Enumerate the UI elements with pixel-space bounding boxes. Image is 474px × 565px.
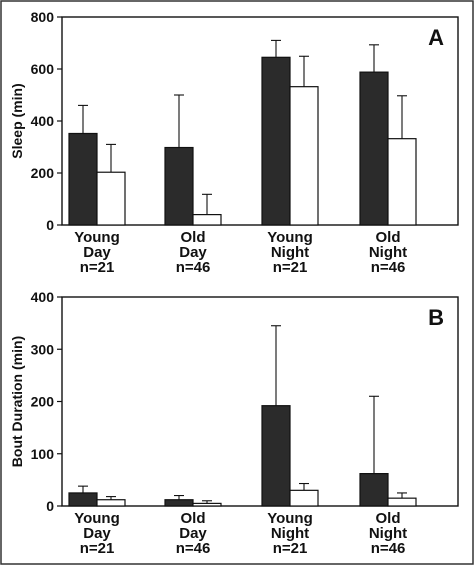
panel-A-category-label: n=46 (371, 259, 406, 276)
panel-B-bar (68, 492, 98, 507)
panel-B-y-tick-label: 200 (31, 394, 55, 410)
panel-A-bar (289, 86, 319, 226)
panel-A-category-label: Old (181, 229, 206, 246)
panel-A-category-label: Day (83, 244, 111, 261)
panel-B-category-label: Young (74, 510, 120, 527)
panel-A-category-label: n=21 (80, 259, 115, 276)
panel-B-category-label: Old (376, 510, 401, 527)
panel-B-category-label: Night (369, 525, 407, 542)
panel-A-letter: A (428, 25, 444, 50)
panel-A-bar (96, 171, 126, 226)
panel-B-category-label: Night (271, 525, 309, 542)
panel-B-letter: B (428, 305, 444, 330)
panel-B-category-label: Day (83, 525, 111, 542)
panel-A-category-label: n=21 (273, 259, 308, 276)
panel-B-category-label: Old (181, 510, 206, 527)
panel-A-category-label: Young (74, 229, 120, 246)
panel-A-y-tick-label: 200 (31, 165, 55, 181)
panel-A-y-tick-label: 0 (46, 217, 54, 233)
panel-B-y-tick-label: 300 (31, 341, 55, 357)
panel-A-category-label: Night (369, 244, 407, 261)
panel-A-bar (261, 56, 291, 226)
panel-B-y-tick-label: 400 (31, 289, 55, 305)
panel-B-bar (164, 499, 194, 507)
panel-B-plot-frame (61, 296, 459, 507)
panel-B-category-label: Young (267, 510, 313, 527)
panel-B-y-tick-label: 0 (46, 498, 54, 514)
panel-B-bar (96, 499, 126, 507)
panel-B-category-label: n=21 (80, 540, 115, 557)
panel-A-category-label: n=46 (176, 259, 211, 276)
panel-A-category-label: Day (179, 244, 207, 261)
panel-A-category-label: Night (271, 244, 309, 261)
panel-B-category-label: n=21 (273, 540, 308, 557)
panel-B-bar (289, 489, 319, 507)
panel-B-bar (192, 502, 222, 507)
panel-B-category-label: n=46 (371, 540, 406, 557)
panel-A-category-label: Old (376, 229, 401, 246)
panel-A-y-tick-label: 600 (31, 61, 55, 77)
panel-A-bar (164, 146, 194, 226)
panel-B-y-axis-label: Bout Duration (min) (9, 336, 25, 467)
panel-B-bar (359, 473, 389, 507)
panel-B-y-tick-label: 100 (31, 446, 55, 462)
panel-A-y-axis-label: Sleep (min) (9, 83, 25, 158)
panel-A-category-label: Young (267, 229, 313, 246)
panel-B-category-label: n=46 (176, 540, 211, 557)
panel-A-bar (387, 138, 417, 226)
panel-B-bar (387, 497, 417, 507)
panel-A-bar (192, 214, 222, 226)
panel-A-bar (359, 71, 389, 226)
panel-A-bar (68, 132, 98, 226)
panel-A-y-tick-label: 800 (31, 9, 55, 25)
panel-B-bar (261, 405, 291, 507)
panel-B-category-label: Day (179, 525, 207, 542)
panel-A-y-tick-label: 400 (31, 113, 55, 129)
